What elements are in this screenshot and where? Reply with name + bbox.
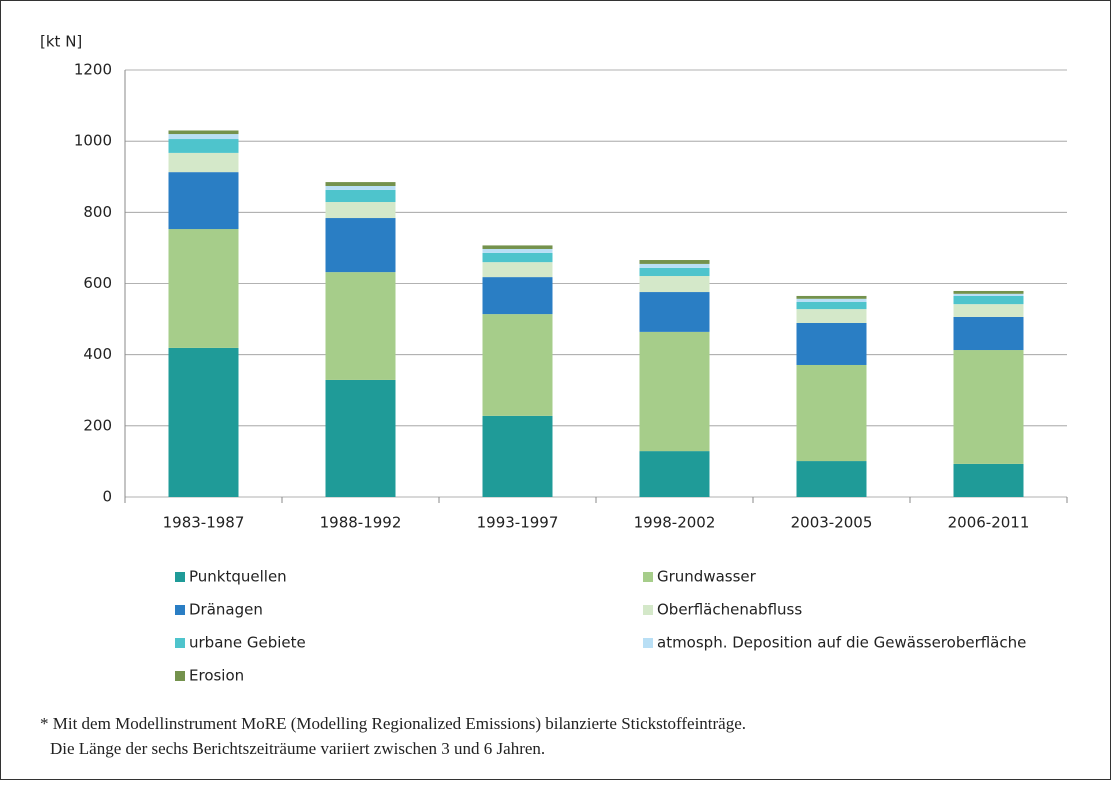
bar-segment <box>639 267 710 277</box>
y-tick-label: 400 <box>83 345 112 363</box>
bar-segment <box>168 152 239 173</box>
y-tick-label: 0 <box>102 488 112 506</box>
x-tick-label: 2003-2005 <box>791 514 873 532</box>
bar-segment <box>325 202 396 219</box>
bar-segment <box>482 314 553 416</box>
footnote: * Mit dem Modellinstrument MoRE (Modelli… <box>40 714 746 733</box>
bar-segment <box>325 182 396 187</box>
bar-segment <box>639 451 710 497</box>
bar-segment <box>953 293 1024 296</box>
legend-label: Oberflächenabfluss <box>657 601 802 619</box>
bar-segment <box>482 248 553 253</box>
y-tick-label: 600 <box>83 274 112 292</box>
y-tick-label: 1000 <box>74 132 112 150</box>
legend-swatch <box>175 671 185 681</box>
legend-swatch <box>175 572 185 582</box>
bar-segment <box>325 189 396 203</box>
legend-label: Erosion <box>189 667 244 685</box>
bar-segment <box>796 309 867 323</box>
bar-segment <box>639 263 710 268</box>
bar-segment <box>796 302 867 310</box>
y-tick-label: 800 <box>83 203 112 221</box>
y-tick-label: 1200 <box>74 61 112 79</box>
legend-swatch <box>175 605 185 615</box>
bar-segment <box>482 252 553 263</box>
y-axis-label: [kt N] <box>40 33 82 51</box>
bar-segment <box>953 350 1024 464</box>
legend-label: Punktquellen <box>189 568 287 586</box>
bar-segment <box>796 461 867 497</box>
bar-segment <box>168 229 239 348</box>
bar-segment <box>482 245 553 249</box>
x-tick-label: 1993-1997 <box>477 514 559 532</box>
legend-label: atmosph. Deposition auf die Gewässerober… <box>657 634 1026 652</box>
bar-segment <box>953 290 1024 294</box>
bar-segment <box>796 295 867 299</box>
bar-segment <box>953 316 1024 351</box>
legend-swatch <box>175 638 185 648</box>
bar-segment <box>325 218 396 273</box>
bar-segment <box>168 134 239 140</box>
legend-swatch <box>643 638 653 648</box>
bar-segment <box>168 172 239 230</box>
x-tick-label: 1998-2002 <box>634 514 716 532</box>
bar-segment <box>482 262 553 278</box>
y-tick-label: 200 <box>83 416 112 434</box>
bar-segment <box>796 298 867 303</box>
bar-segment <box>639 292 710 332</box>
x-tick-label: 2006-2011 <box>948 514 1030 532</box>
bar-segment <box>482 277 553 315</box>
bar-segment <box>168 139 239 153</box>
bar-segment <box>168 130 239 135</box>
bar-segment <box>639 331 710 452</box>
bar-segment <box>325 379 396 497</box>
bar-segment <box>325 272 396 380</box>
legend-label: urbane Gebiete <box>189 634 306 652</box>
x-tick-label: 1988-1992 <box>320 514 402 532</box>
bar-segment <box>796 322 867 365</box>
legend-swatch <box>643 605 653 615</box>
bar-segment <box>796 364 867 462</box>
footnote: Die Länge der sechs Berichtszeiträume va… <box>50 739 545 758</box>
bar-segment <box>482 415 553 497</box>
bar-segment <box>168 347 239 497</box>
bar-segment <box>639 260 710 264</box>
bar-segment <box>953 295 1024 305</box>
legend-label: Grundwasser <box>657 568 757 586</box>
bar-segment <box>325 186 396 190</box>
x-tick-label: 1983-1987 <box>163 514 245 532</box>
legend-label: Dränagen <box>189 601 263 619</box>
bar-segment <box>639 276 710 293</box>
bar-segment <box>953 304 1024 317</box>
legend-swatch <box>643 572 653 582</box>
bar-segment <box>953 463 1024 497</box>
